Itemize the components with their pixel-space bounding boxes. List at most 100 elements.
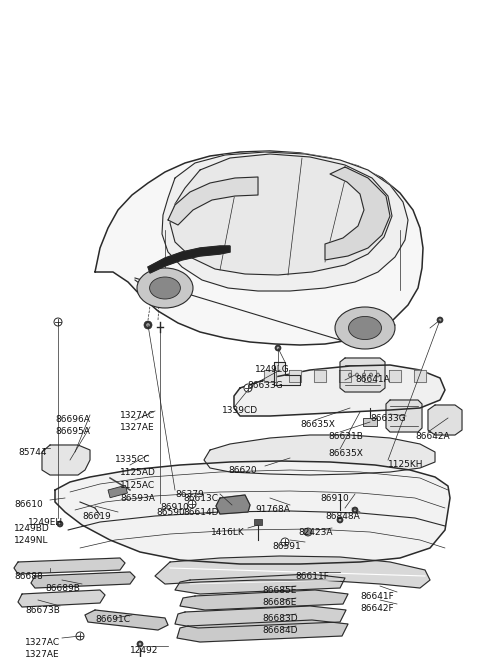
Polygon shape [14,558,125,574]
Text: 86635X: 86635X [328,449,363,458]
Text: 12492: 12492 [130,646,158,655]
Text: 86641F: 86641F [360,592,394,601]
Polygon shape [175,574,345,594]
Text: 86631B: 86631B [328,432,363,441]
Text: 1327AE: 1327AE [120,423,155,432]
Polygon shape [95,151,423,345]
Polygon shape [177,620,348,642]
Text: 1327AC: 1327AC [25,638,60,647]
Text: 86910: 86910 [160,503,189,512]
Bar [108,486,128,498]
Ellipse shape [370,373,372,377]
Text: 1125AD: 1125AD [120,468,156,477]
Text: 86614D: 86614D [183,508,218,517]
Text: 86685E: 86685E [262,586,296,595]
Text: 86696A: 86696A [55,415,90,424]
Text: 86635X: 86635X [300,420,335,429]
Circle shape [144,321,152,329]
Text: 91768A: 91768A [255,505,290,514]
Polygon shape [234,365,445,416]
Circle shape [352,507,358,513]
Circle shape [76,632,84,640]
Ellipse shape [348,373,351,377]
Text: 1339CD: 1339CD [222,406,258,415]
Polygon shape [180,590,348,610]
Polygon shape [175,606,346,628]
Circle shape [354,509,356,511]
Text: 86641A: 86641A [355,375,390,384]
Circle shape [439,319,441,321]
Polygon shape [155,556,430,588]
Bar [254,519,262,525]
Text: 86684D: 86684D [262,626,298,635]
Text: 86686E: 86686E [262,598,296,607]
Text: 1249NL: 1249NL [14,536,48,545]
Polygon shape [42,445,90,475]
Text: 85744: 85744 [18,448,47,457]
Text: 86691C: 86691C [95,615,130,624]
Text: 86695A: 86695A [55,427,90,436]
Text: 86379: 86379 [175,490,204,499]
Text: 86620: 86620 [228,466,257,475]
Text: 86613C: 86613C [183,494,218,503]
Ellipse shape [304,528,312,536]
Ellipse shape [348,317,382,340]
Text: 1327AC: 1327AC [120,411,155,420]
Polygon shape [18,590,105,607]
Polygon shape [314,370,326,382]
Circle shape [337,517,343,523]
Circle shape [59,523,61,526]
Polygon shape [216,495,250,514]
Polygon shape [339,370,351,382]
Polygon shape [204,435,435,475]
Text: 1249EH: 1249EH [28,518,63,527]
Text: 86689B: 86689B [45,584,80,593]
Ellipse shape [137,268,193,308]
Circle shape [57,521,63,527]
Text: 1416LK: 1416LK [211,528,245,537]
Circle shape [146,323,150,327]
Text: 86593A: 86593A [120,494,155,503]
Circle shape [281,538,289,546]
Text: 86642A: 86642A [415,432,450,441]
Text: 86683D: 86683D [262,614,298,623]
Text: 1249BD: 1249BD [14,524,50,533]
Circle shape [137,641,143,647]
Polygon shape [364,370,376,382]
Polygon shape [428,405,462,435]
Text: 82423A: 82423A [298,528,333,537]
Text: 1249LG: 1249LG [255,365,290,374]
Polygon shape [85,610,168,630]
Text: 86633G: 86633G [247,381,283,390]
Text: 1125AC: 1125AC [120,481,155,490]
Ellipse shape [150,277,180,299]
Text: 86688: 86688 [14,572,43,581]
Text: 86591: 86591 [272,542,301,551]
Circle shape [244,384,252,392]
Ellipse shape [335,307,395,349]
Polygon shape [264,370,276,382]
Polygon shape [414,370,426,382]
Circle shape [276,347,279,350]
Circle shape [275,345,281,351]
Polygon shape [274,362,300,385]
Text: 86590: 86590 [156,508,185,517]
Polygon shape [162,152,408,291]
Text: 86619: 86619 [82,512,111,521]
Text: 1327AE: 1327AE [25,650,60,657]
Polygon shape [31,572,135,588]
Bar [363,418,377,426]
Text: 86610: 86610 [14,500,43,509]
Polygon shape [170,154,392,275]
Text: 86611F: 86611F [295,572,329,581]
Text: 86673B: 86673B [25,606,60,615]
Polygon shape [289,370,301,382]
Circle shape [188,500,196,508]
Ellipse shape [356,373,359,377]
Circle shape [437,317,443,323]
Polygon shape [340,358,385,392]
Polygon shape [148,246,230,273]
Ellipse shape [362,373,365,377]
Text: 86910: 86910 [320,494,349,503]
Polygon shape [168,177,258,225]
